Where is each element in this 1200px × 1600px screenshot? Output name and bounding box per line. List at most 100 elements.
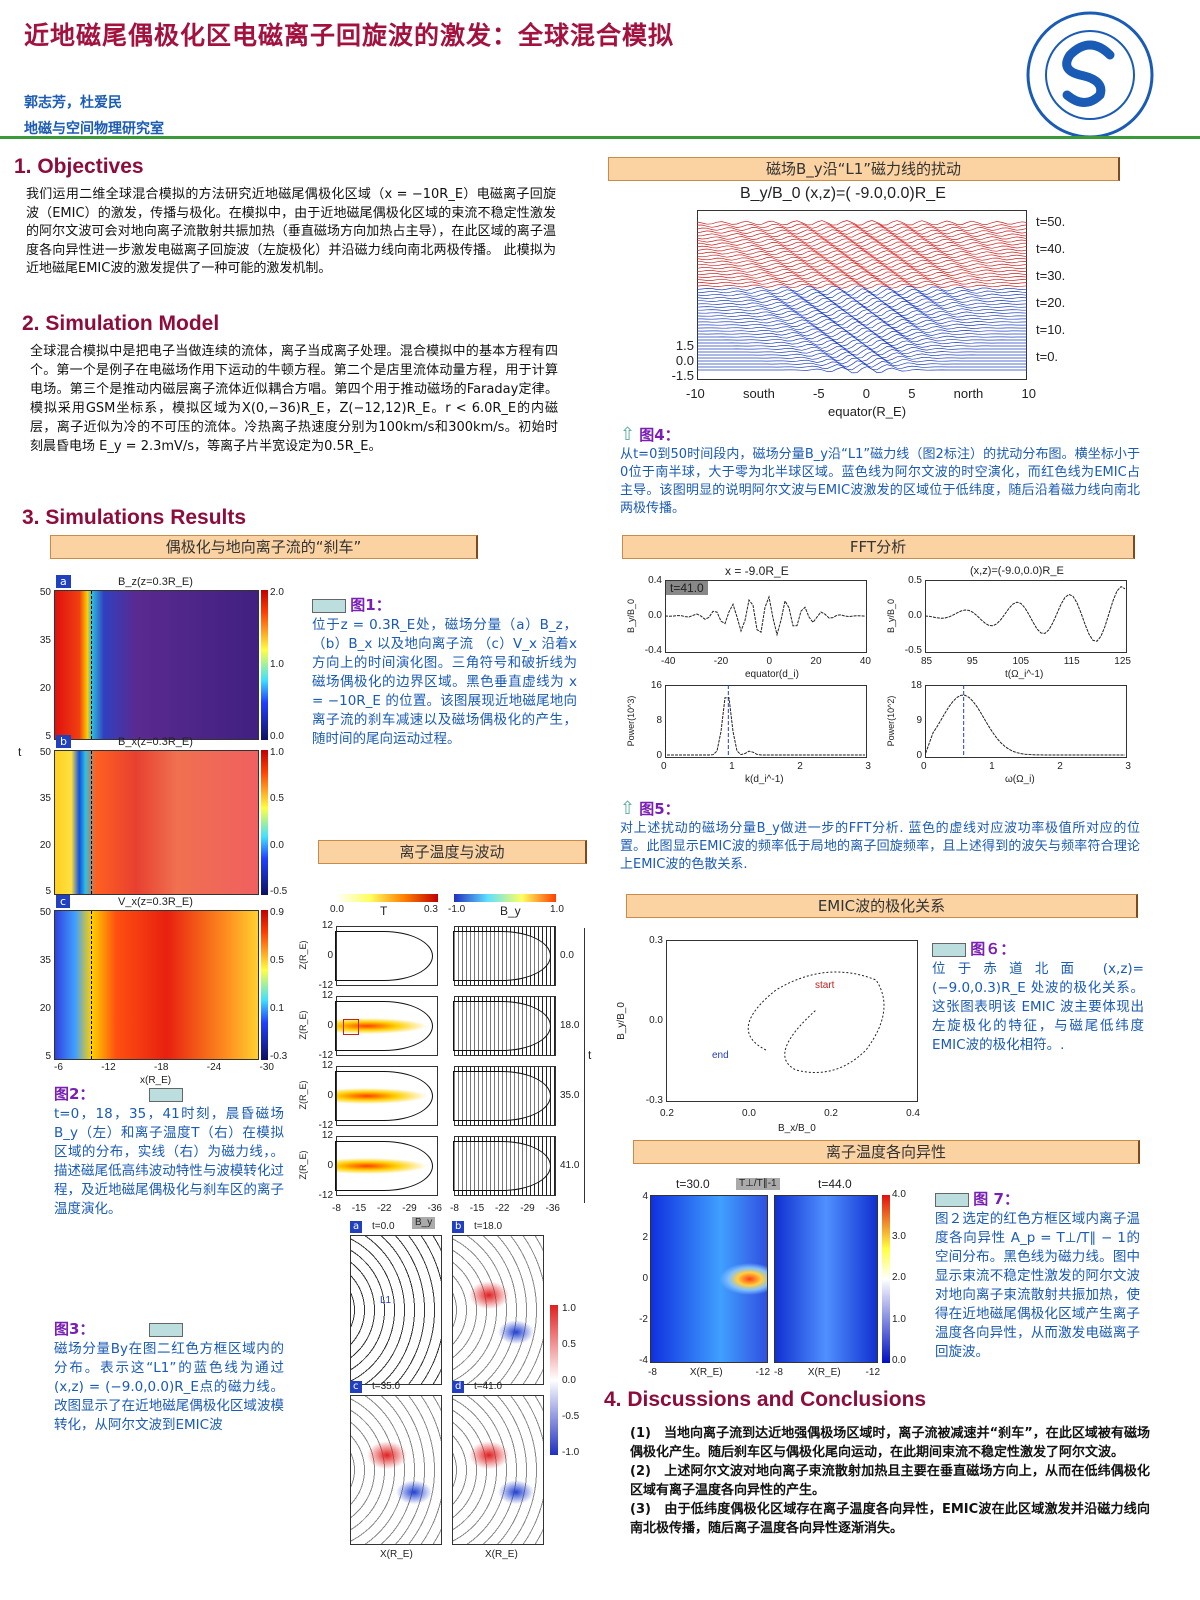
By-map — [453, 1136, 556, 1196]
time-trace — [697, 277, 1027, 283]
end-label: end — [712, 1050, 729, 1061]
x-tick: 0 — [862, 386, 871, 401]
y-tick: -0.4 — [644, 645, 662, 656]
x-tick: -22 — [494, 1203, 510, 1214]
y-tick: 5 — [45, 731, 51, 742]
model-heading: 2. Simulation Model — [22, 312, 220, 335]
section-banner-braking: 偶极化与地向离子流的“刹车” — [50, 535, 478, 559]
fig1-panel-a: a B_z(z=0.3R_E) 2.0 1.0 0.0 50 35 20 5 — [0, 575, 300, 745]
x-tick: -5 — [813, 386, 825, 401]
y-tick: 1.5 — [675, 338, 694, 353]
figure-2: 0.0 0.3 T -1.0 1.0 B_y Z(R_E) 12 0 -12 0.0… — [298, 888, 595, 1214]
time-trace — [697, 226, 1027, 232]
y-tick: 50 — [39, 907, 51, 918]
fig5-label: 图5： — [639, 800, 680, 818]
x-tick: 1 — [989, 761, 995, 772]
time-axis-label: t — [588, 1048, 592, 1062]
x-tick: 0 — [766, 656, 773, 667]
x-tick: -20 — [713, 656, 729, 667]
section-banner-temperature: 离子温度与波动 — [318, 840, 587, 864]
colorbar — [261, 910, 268, 1060]
cbar-tick: -1.0 — [562, 1447, 580, 1458]
L1-label: L1 — [380, 1295, 392, 1306]
y-tick: -0.5 — [904, 645, 922, 656]
time-trace — [697, 351, 1027, 359]
x-tick: -8 — [450, 1203, 459, 1214]
anisotropy-t44 — [774, 1195, 878, 1363]
panel-time: t=35.0 — [372, 1381, 401, 1392]
x-tick: -22 — [376, 1203, 392, 1214]
fig2-caption: 图2： t=0，18，35，41时刻，晨昏磁场B_y（左）和离子温度T（右）在模… — [54, 1085, 284, 1219]
y-tick: 0.0 — [908, 610, 922, 621]
y-tick: 12 — [321, 1060, 333, 1071]
fig4-label: 图4： — [639, 426, 680, 444]
cbar-tick: 0.3 — [424, 904, 438, 915]
time-trace — [697, 330, 1027, 338]
fig3-caption-text: 磁场分量By在图二红色方框区域内的分布。表示这“L1”的蓝色线为通过 (x,z)… — [54, 1341, 284, 1433]
x-tick: 3 — [1125, 761, 1131, 772]
fig7-label: 图 7： — [973, 1190, 1019, 1208]
cbar-tick: 0.5 — [270, 793, 284, 805]
time-trace — [697, 268, 1027, 274]
x-tick: 85 — [921, 656, 933, 667]
time-trace — [697, 333, 1027, 341]
time-trace — [697, 303, 1027, 311]
x-tick: -36 — [427, 1203, 442, 1214]
time-trace — [697, 238, 1027, 244]
x-tick: -10 — [686, 386, 705, 401]
x-tick: X(R_E) — [689, 1367, 723, 1378]
objectives-heading: 1. Objectives — [14, 155, 144, 178]
time-trace — [697, 259, 1027, 265]
time-trace — [697, 345, 1027, 353]
cbar-tick: 1.0 — [550, 904, 564, 915]
fig3-panel-c: c t=35.0 — [350, 1381, 442, 1545]
north-label: north — [953, 386, 984, 401]
x-tick: 0.4 — [906, 1108, 920, 1119]
fig1-caption: 图1： 位于z = 0.3R_E处，磁场分量（a）B_z，（b）B_x 以及地向… — [312, 596, 577, 749]
x-label: ω(Ω_i) — [1005, 774, 1035, 785]
x-tick: 2 — [797, 761, 803, 772]
authors: 郭志芳，杜爱民 — [24, 95, 122, 111]
fig5-caption: ⇧ 图5： 对上述扰动的磁场分量B_y做进一步的FFT分析. 蓝色的虚线对应波功… — [620, 800, 1140, 874]
x-tick: 3 — [865, 761, 871, 772]
y-tick: -0.3 — [645, 1095, 663, 1106]
time-trace — [697, 348, 1027, 356]
conclusion-item: (3) 由于低纬度偶极化区域存在离子温度各向异性，EMIC波在此区域激发并沿磁力… — [630, 1502, 1150, 1536]
fig1-xlabel: x(R_E) — [140, 1075, 172, 1086]
y-tick: 12 — [321, 920, 333, 931]
figure-7: t=30.0 T⊥/T∥-1 t=44.0 4.0 3.0 2.0 1.0 0.0 4 2… — [630, 1175, 920, 1385]
x-label: equator(d_i) — [745, 669, 799, 680]
cbar-tick: 0.9 — [270, 907, 284, 918]
x-tick: -29 — [520, 1203, 535, 1214]
cbar-tick: 0.0 — [270, 839, 284, 851]
x-tick: 10 — [1021, 386, 1036, 401]
cbar-tick: 0.0 — [892, 1355, 906, 1366]
x-label: k(d_i^-1) — [745, 774, 784, 785]
time-trace — [697, 324, 1027, 332]
time-trace — [697, 327, 1027, 335]
fig3-colorbar — [550, 1305, 558, 1455]
y-tick: 20 — [39, 1003, 51, 1014]
objectives-text: 我们运用二维全球混合模拟的方法研究近地磁尾偶极化区域（x = −10R_E）电磁… — [26, 187, 556, 276]
y-tick: 0 — [642, 1273, 648, 1284]
fig7-variable: T⊥/T∥-1 — [736, 1178, 780, 1190]
x-tick: -30 — [259, 1062, 274, 1073]
time-trace — [697, 241, 1027, 247]
fig3-variable: B_y — [412, 1217, 436, 1229]
x-tick: 2 — [1057, 761, 1063, 772]
time-trace — [697, 244, 1027, 250]
time-tag: t=41.0 — [666, 581, 708, 595]
cbar-tick: 2.0 — [892, 1272, 906, 1283]
fig3-panel-d: d t=41.0 — [452, 1381, 544, 1545]
y-tick: -12 — [318, 1050, 333, 1061]
y-tick: 0.3 — [649, 935, 663, 946]
By-map — [453, 926, 556, 986]
x-tick: -40 — [661, 656, 676, 667]
fig6-caption-text: 位于赤道北面 (x,z)=(−9.0,0.3)R_E 处波的极化关系。这张图表明… — [932, 961, 1144, 1053]
panel-time: t=18.0 — [474, 1221, 503, 1232]
y-tick: 35 — [39, 793, 51, 805]
header-divider — [0, 136, 1200, 139]
time-trace — [697, 300, 1027, 308]
fig3-xlabel: X(R_E) — [380, 1549, 413, 1560]
fft-plot-p4: 18 9 0 Power(10^2) 0 1 2 3 ω(Ω_i) — [886, 680, 1175, 785]
